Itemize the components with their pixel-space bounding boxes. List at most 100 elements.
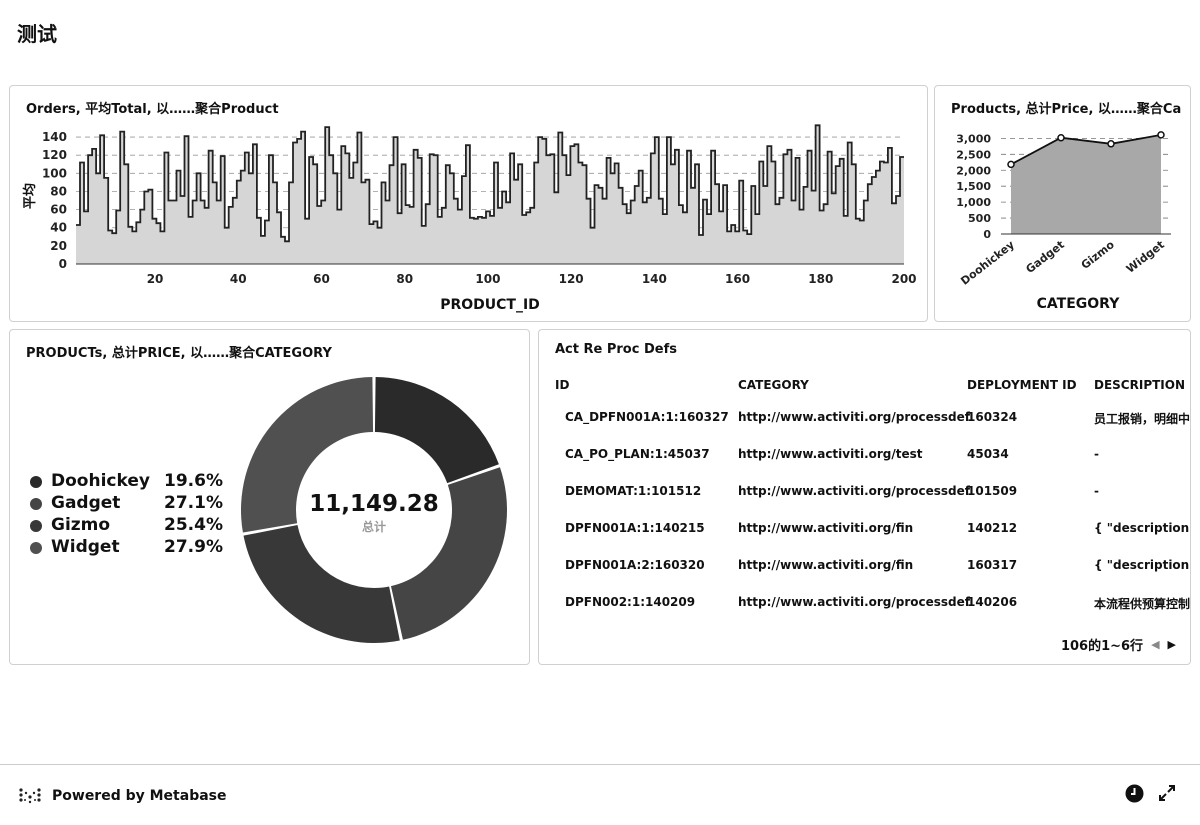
y-tick-label: 2,500 (956, 148, 991, 161)
y-tick-label: 100 (42, 166, 67, 180)
legend-percent: 25.4% (164, 515, 223, 535)
legend-label: Gadget (51, 493, 121, 513)
column-header-id[interactable]: ID (555, 378, 570, 392)
pagination-label: 106的1~6行 (1060, 639, 1144, 654)
cell-deployment-id[interactable]: 140212 (967, 521, 1018, 535)
cell-deployment-id[interactable]: 140206 (967, 595, 1018, 609)
clock-icon[interactable] (1125, 784, 1144, 803)
category-donut-card[interactable]: PRODUCTs, 总计PRICE, 以……聚合CATEGORY Doohick… (9, 329, 530, 665)
cell-category[interactable]: http://www.activiti.org/test (738, 447, 923, 461)
table-row[interactable]: DPFN001A:2:160320 http://www.activiti.or… (539, 548, 1191, 585)
column-header-category[interactable]: CATEGORY (738, 378, 809, 392)
data-point (1007, 160, 1015, 169)
card-title[interactable]: PRODUCTs, 总计PRICE, 以……聚合CATEGORY (26, 346, 332, 361)
cell-description[interactable]: - (1094, 484, 1099, 498)
x-tick-label: 100 (475, 272, 500, 286)
column-header-deployment-id[interactable]: DEPLOYMENT ID (967, 378, 1077, 392)
legend-percent: 27.1% (164, 493, 223, 513)
donut-slice[interactable] (390, 467, 508, 640)
y-tick-label: 40 (50, 221, 67, 235)
products-total-price-card[interactable]: Products, 总计Price, 以……聚合Ca 0 500 1,000 1,50… (934, 85, 1191, 322)
pagination: 106的1~6行 ◀ ▶ (1061, 635, 1176, 654)
x-tick-label: Gizmo (1079, 238, 1117, 272)
data-point (1107, 140, 1115, 148)
y-tick-label: 20 (50, 239, 67, 253)
cell-id[interactable]: CA_PO_PLAN:1:45037 (565, 447, 710, 461)
cell-category[interactable]: http://www.activiti.org/processdef (738, 410, 970, 424)
cell-category[interactable]: http://www.activiti.org/processdef (738, 484, 970, 498)
x-tick-label: 140 (642, 272, 667, 286)
data-point (1057, 133, 1065, 142)
table-row[interactable]: CA_DPFN001A:1:160327 http://www.activiti… (539, 400, 1191, 437)
legend-dot-icon (30, 520, 42, 532)
cell-deployment-id[interactable]: 160324 (967, 410, 1018, 424)
metabase-logo-icon[interactable] (19, 787, 41, 805)
x-axis-label: CATEGORY (1037, 296, 1121, 312)
cell-description[interactable]: 员工报销，明细中 (1094, 412, 1191, 426)
cell-category[interactable]: http://www.activiti.org/fin (738, 521, 914, 535)
y-tick-label: 3,000 (956, 132, 991, 145)
donut-slice[interactable] (240, 377, 374, 533)
donut-total-value: 11,149.28 (309, 491, 439, 517)
legend-item[interactable]: Gadget 27.1% (30, 493, 230, 515)
table-row[interactable]: CA_PO_PLAN:1:45037 http://www.activiti.o… (539, 437, 1190, 474)
orders-area-chart: 0 20 40 60 80 100 120 140 20 40 60 80 100 120 140 160 18… (22, 124, 917, 313)
table-row[interactable]: DEMOMAT:1:101512 http://www.activiti.org… (539, 474, 1190, 511)
legend-dot-icon (30, 542, 42, 554)
area-fill (76, 125, 904, 264)
footer: Powered by Metabase (0, 764, 1200, 825)
cell-description[interactable]: - (1094, 447, 1099, 461)
process-definitions-table-card[interactable]: Act Re Proc Defs ID CATEGORY DEPLOYMENT … (538, 329, 1191, 665)
powered-by-text[interactable]: Powered by Metabase (52, 788, 227, 804)
cell-description[interactable]: 本流程供预算控制 (1094, 597, 1191, 611)
fullscreen-icon[interactable] (1158, 784, 1176, 802)
y-tick-label: 60 (50, 203, 67, 217)
cell-description[interactable]: { "description": " (1094, 521, 1191, 535)
x-tick-label: 120 (559, 272, 584, 286)
donut-slice[interactable] (374, 377, 499, 484)
y-tick-label: 80 (50, 184, 67, 198)
orders-average-total-card[interactable]: Orders, 平均Total, 以……聚合Product 0 20 40 60 80 1… (9, 85, 928, 322)
next-page-icon[interactable]: ▶ (1167, 638, 1176, 651)
previous-page-icon[interactable]: ◀ (1151, 638, 1160, 651)
cell-deployment-id[interactable]: 101509 (967, 484, 1018, 498)
donut-total-label: 总计 (362, 519, 386, 534)
legend-label: Gizmo (51, 515, 111, 535)
table-row[interactable]: DPFN002:1:140209 http://www.activiti.org… (539, 585, 1191, 622)
category-donut-chart: 11,149.28 总计 (240, 377, 508, 644)
x-tick-label: 40 (230, 272, 247, 286)
legend-percent: 27.9% (164, 537, 223, 557)
cell-category[interactable]: http://www.activiti.org/fin (738, 558, 914, 572)
cell-deployment-id[interactable]: 160317 (967, 558, 1018, 572)
card-title[interactable]: Products, 总计Price, 以……聚合Ca (951, 102, 1182, 117)
legend-item[interactable]: Gizmo 25.4% (30, 515, 230, 537)
legend-percent: 19.6% (164, 471, 223, 491)
dashboard-title: 测试 (17, 22, 57, 46)
cell-id[interactable]: CA_DPFN001A:1:160327 (565, 410, 729, 424)
cell-description[interactable]: { "description": " (1094, 558, 1191, 572)
y-axis-label: 平均 (22, 183, 38, 209)
y-tick-label: 0 (983, 228, 991, 241)
card-title[interactable]: Orders, 平均Total, 以……聚合Product (26, 102, 279, 117)
card-title[interactable]: Act Re Proc Defs (555, 342, 677, 357)
cell-id[interactable]: DPFN001A:2:160320 (565, 558, 705, 572)
x-tick-label: Doohickey (958, 238, 1016, 288)
cell-id[interactable]: DPFN001A:1:140215 (565, 521, 705, 535)
y-tick-label: 140 (42, 130, 67, 144)
area-fill (1011, 134, 1161, 234)
x-tick-label: 20 (147, 272, 164, 286)
table-row[interactable]: DPFN001A:1:140215 http://www.activiti.or… (539, 511, 1191, 548)
legend-item[interactable]: Doohickey 19.6% (30, 471, 230, 493)
donut-slice[interactable] (243, 525, 400, 644)
y-tick-label: 2,000 (956, 164, 991, 177)
cell-id[interactable]: DPFN002:1:140209 (565, 595, 696, 609)
cell-category[interactable]: http://www.activiti.org/processdef (738, 595, 970, 609)
column-header-description[interactable]: DESCRIPTION (1094, 378, 1186, 392)
donut-legend: Doohickey 19.6% Gadget 27.1% Gizmo 25.4%… (30, 471, 230, 559)
legend-item[interactable]: Widget 27.9% (30, 537, 230, 559)
cell-deployment-id[interactable]: 45034 (967, 447, 1009, 461)
legend-label: Doohickey (51, 471, 150, 491)
cell-id[interactable]: DEMOMAT:1:101512 (565, 484, 702, 498)
y-tick-label: 500 (968, 212, 991, 225)
x-tick-label: Gadget (1023, 238, 1066, 276)
